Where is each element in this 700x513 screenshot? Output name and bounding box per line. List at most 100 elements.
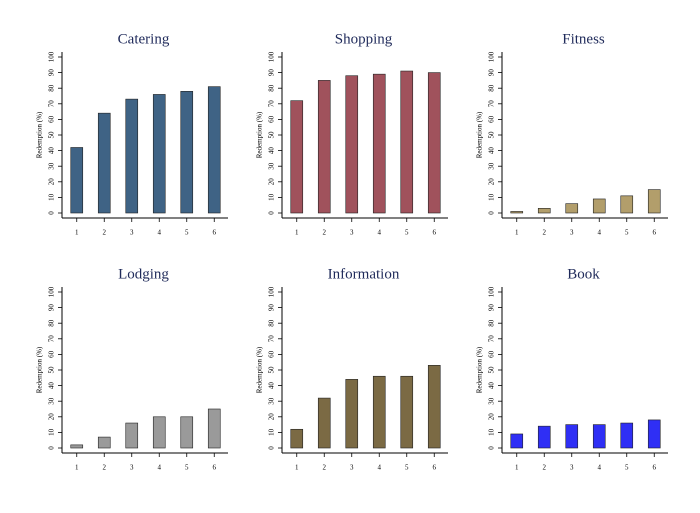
y-tick-label: 80 — [48, 84, 56, 92]
panel-title: Information — [328, 266, 400, 282]
y-tick-label: 40 — [488, 382, 496, 390]
x-tick-label: 1 — [75, 229, 79, 237]
panel-title: Catering — [118, 31, 170, 47]
x-tick-label: 3 — [130, 229, 134, 237]
bar — [317, 80, 331, 214]
y-tick-label: 10 — [48, 193, 56, 201]
y-tick-label: 40 — [48, 382, 56, 390]
y-tick-label: 60 — [48, 350, 56, 358]
x-tick-label: 6 — [653, 464, 657, 472]
bar — [70, 444, 84, 449]
x-tick-label: 6 — [213, 229, 217, 237]
y-tick-label: 50 — [488, 366, 496, 374]
y-tick-label: 0 — [268, 446, 276, 450]
y-tick-label: 40 — [488, 147, 496, 155]
y-tick-label: 70 — [268, 335, 276, 343]
y-axis-label: Redemption (%) — [36, 346, 44, 393]
y-tick-label: 90 — [488, 69, 496, 77]
y-tick-label: 50 — [268, 131, 276, 139]
x-tick-label: 4 — [598, 229, 602, 237]
x-tick-label: 2 — [543, 229, 547, 237]
y-tick-label: 80 — [488, 319, 496, 327]
y-tick-label: 100 — [48, 286, 56, 297]
x-tick-label: 5 — [625, 229, 629, 237]
y-tick-label: 0 — [488, 446, 496, 450]
y-tick-label: 40 — [268, 382, 276, 390]
y-tick-label: 30 — [268, 397, 276, 405]
y-axis-label: Redemption (%) — [36, 111, 44, 158]
y-tick-label: 90 — [48, 304, 56, 312]
y-tick-label: 90 — [268, 304, 276, 312]
bar — [180, 91, 194, 214]
y-tick-label: 20 — [268, 178, 276, 186]
bar — [317, 397, 331, 449]
y-axis-label: Redemption (%) — [476, 346, 484, 393]
bar — [345, 379, 359, 449]
x-tick-label: 2 — [103, 229, 107, 237]
x-tick-label: 4 — [378, 229, 382, 237]
y-tick-label: 50 — [268, 366, 276, 374]
bar — [180, 416, 194, 449]
bar — [537, 425, 551, 449]
x-tick-label: 6 — [433, 464, 437, 472]
y-tick-label: 80 — [268, 84, 276, 92]
bar — [427, 365, 441, 449]
x-tick-label: 5 — [185, 464, 189, 472]
x-tick-label: 6 — [653, 229, 657, 237]
bar — [592, 424, 606, 449]
x-tick-label: 6 — [433, 229, 437, 237]
y-tick-label: 50 — [488, 131, 496, 139]
bar — [510, 211, 524, 214]
y-tick-label: 0 — [268, 211, 276, 215]
x-tick-label: 1 — [515, 464, 519, 472]
x-tick-label: 3 — [130, 464, 134, 472]
x-tick-label: 2 — [323, 229, 327, 237]
y-tick-label: 20 — [488, 413, 496, 421]
x-tick-label: 3 — [350, 464, 354, 472]
x-tick-label: 4 — [158, 229, 162, 237]
y-tick-label: 70 — [48, 335, 56, 343]
y-tick-label: 0 — [48, 211, 56, 215]
y-tick-label: 60 — [268, 115, 276, 123]
y-tick-label: 40 — [48, 147, 56, 155]
y-tick-label: 20 — [268, 413, 276, 421]
x-tick-label: 1 — [295, 229, 299, 237]
y-tick-label: 60 — [488, 350, 496, 358]
x-tick-label: 5 — [625, 464, 629, 472]
y-tick-label: 30 — [488, 397, 496, 405]
y-tick-label: 10 — [488, 193, 496, 201]
bar — [152, 416, 166, 449]
y-tick-label: 10 — [268, 193, 276, 201]
bar — [125, 98, 139, 214]
x-tick-label: 1 — [75, 464, 79, 472]
x-tick-label: 2 — [103, 464, 107, 472]
y-tick-label: 100 — [488, 286, 496, 297]
y-tick-label: 40 — [268, 147, 276, 155]
y-tick-label: 90 — [488, 304, 496, 312]
y-tick-label: 90 — [48, 69, 56, 77]
x-tick-label: 6 — [213, 464, 217, 472]
y-axis-label: Redemption (%) — [256, 346, 264, 393]
y-tick-label: 90 — [268, 69, 276, 77]
y-tick-label: 20 — [48, 178, 56, 186]
x-tick-label: 1 — [295, 464, 299, 472]
bar — [97, 436, 111, 449]
bar — [70, 147, 84, 214]
bar — [400, 70, 414, 214]
y-tick-label: 70 — [488, 335, 496, 343]
bar — [647, 419, 661, 449]
y-tick-label: 30 — [48, 397, 56, 405]
y-tick-label: 80 — [488, 84, 496, 92]
y-tick-label: 30 — [488, 162, 496, 170]
y-tick-label: 70 — [48, 100, 56, 108]
x-tick-label: 5 — [185, 229, 189, 237]
x-tick-label: 2 — [543, 464, 547, 472]
y-tick-label: 0 — [488, 211, 496, 215]
bar — [620, 195, 634, 214]
y-axis-label: Redemption (%) — [476, 111, 484, 158]
bar — [427, 72, 441, 214]
x-tick-label: 4 — [378, 464, 382, 472]
x-tick-label: 1 — [515, 229, 519, 237]
bar — [372, 73, 386, 214]
